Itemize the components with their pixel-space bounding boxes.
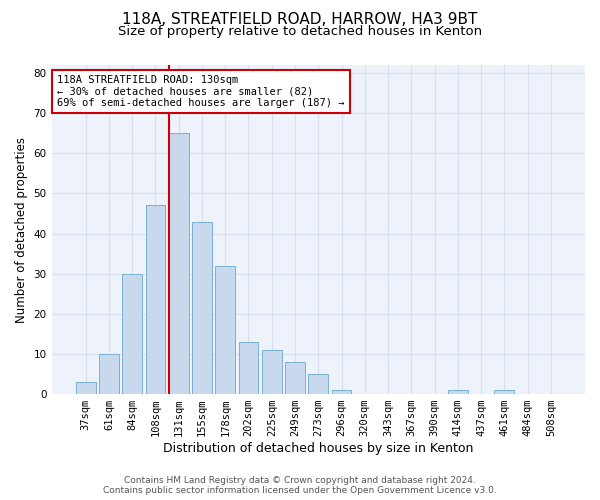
Bar bbox=[215, 266, 235, 394]
Bar bbox=[285, 362, 305, 394]
Bar bbox=[332, 390, 352, 394]
Text: 118A STREATFIELD ROAD: 130sqm
← 30% of detached houses are smaller (82)
69% of s: 118A STREATFIELD ROAD: 130sqm ← 30% of d… bbox=[57, 75, 344, 108]
Bar bbox=[192, 222, 212, 394]
Bar bbox=[99, 354, 119, 394]
Bar bbox=[122, 274, 142, 394]
Bar bbox=[239, 342, 259, 394]
Bar bbox=[169, 133, 188, 394]
Bar bbox=[308, 374, 328, 394]
Bar bbox=[146, 206, 166, 394]
Text: Contains HM Land Registry data © Crown copyright and database right 2024.
Contai: Contains HM Land Registry data © Crown c… bbox=[103, 476, 497, 495]
X-axis label: Distribution of detached houses by size in Kenton: Distribution of detached houses by size … bbox=[163, 442, 473, 455]
Text: 118A, STREATFIELD ROAD, HARROW, HA3 9BT: 118A, STREATFIELD ROAD, HARROW, HA3 9BT bbox=[122, 12, 478, 28]
Bar bbox=[448, 390, 468, 394]
Bar bbox=[76, 382, 95, 394]
Bar bbox=[494, 390, 514, 394]
Bar bbox=[262, 350, 281, 394]
Text: Size of property relative to detached houses in Kenton: Size of property relative to detached ho… bbox=[118, 25, 482, 38]
Y-axis label: Number of detached properties: Number of detached properties bbox=[15, 136, 28, 322]
